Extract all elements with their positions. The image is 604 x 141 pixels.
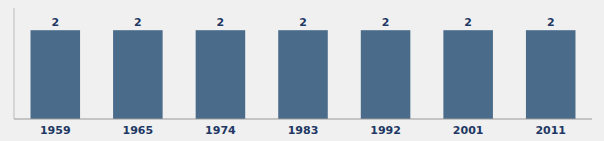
- bar: [526, 30, 576, 119]
- x-axis-line: [14, 119, 592, 120]
- x-tick-label: 2011: [535, 124, 566, 137]
- data-label: 2: [51, 16, 59, 29]
- data-label: 2: [299, 16, 307, 29]
- x-tick-label: 1974: [205, 124, 236, 137]
- data-label: 2: [134, 16, 142, 29]
- x-tick-label: 1992: [370, 124, 401, 137]
- data-label: 2: [464, 16, 472, 29]
- bar: [196, 30, 246, 119]
- bar: [278, 30, 328, 119]
- bar: [443, 30, 493, 119]
- bar: [31, 30, 81, 119]
- data-label: 2: [547, 16, 555, 29]
- chart-container: 2 2 2 2 2 2 2 1959 1965 1974 1983 1992 2001 2011: [0, 0, 604, 141]
- bar: [113, 30, 163, 119]
- y-axis-line: [14, 8, 15, 119]
- data-label: 2: [382, 16, 390, 29]
- bar: [361, 30, 411, 119]
- bars: [31, 30, 576, 119]
- x-tick-label: 1959: [40, 124, 71, 137]
- data-label: 2: [217, 16, 225, 29]
- chart: 2 2 2 2 2 2 2 1959 1965 1974 1983 1992 2001 2011: [0, 0, 604, 141]
- x-tick-label: 1983: [288, 124, 319, 137]
- x-tick-label: 2001: [453, 124, 484, 137]
- x-tick-label: 1965: [123, 124, 154, 137]
